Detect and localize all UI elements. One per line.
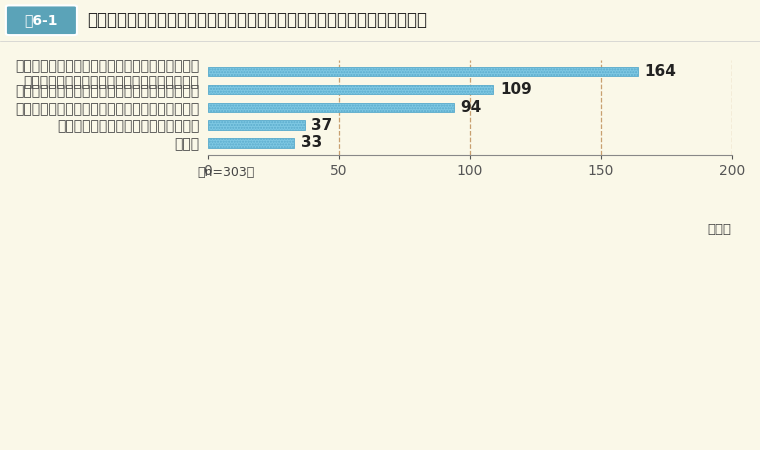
Text: 94: 94: [461, 100, 482, 115]
Text: （n=303）: （n=303）: [197, 166, 255, 179]
Text: 37: 37: [311, 117, 332, 133]
Text: 109: 109: [500, 82, 532, 97]
FancyBboxPatch shape: [6, 5, 77, 35]
Text: 「上司など職場の他の職員に相談する」を選択しなかった理由（複数回答）: 「上司など職場の他の職員に相談する」を選択しなかった理由（複数回答）: [87, 11, 427, 29]
Text: （人）: （人）: [708, 223, 732, 235]
Bar: [207, 121, 305, 130]
Bar: [207, 103, 454, 112]
Text: 33: 33: [301, 135, 322, 150]
Bar: [207, 67, 638, 76]
Text: 164: 164: [644, 64, 676, 79]
Bar: [207, 138, 294, 148]
Bar: [207, 85, 493, 94]
Text: 図6-1: 図6-1: [24, 13, 59, 27]
